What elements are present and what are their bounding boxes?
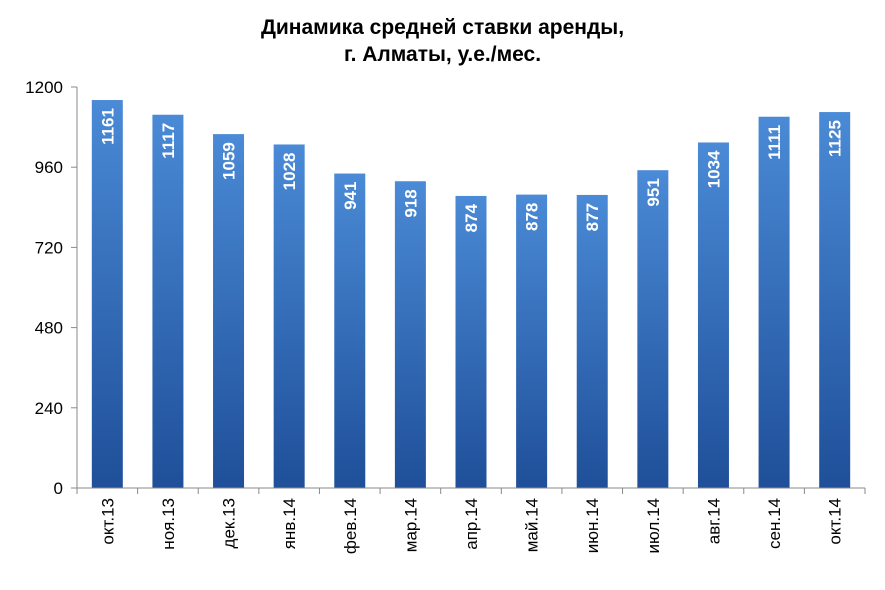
bar-data-label: 1059 bbox=[220, 142, 239, 180]
x-category-label: май.14 bbox=[523, 498, 542, 552]
bar-data-label: 1028 bbox=[280, 152, 299, 190]
x-category-label: июл.14 bbox=[644, 498, 663, 553]
x-category-label: авг.14 bbox=[704, 498, 723, 544]
chart-title: Динамика средней ставки аренды, г. Алмат… bbox=[0, 14, 885, 68]
bar bbox=[758, 116, 790, 488]
chart-title-line-2: г. Алматы, у.е./мес. bbox=[343, 43, 542, 66]
x-category-label: сен.14 bbox=[765, 498, 784, 549]
y-tick-label: 960 bbox=[35, 158, 63, 177]
bar bbox=[152, 114, 184, 488]
chart-title-line-1: Динамика средней ставки аренды, bbox=[260, 16, 625, 39]
x-category-label: мар.14 bbox=[401, 498, 420, 552]
bar bbox=[516, 194, 548, 488]
bar-data-label: 878 bbox=[523, 203, 542, 231]
y-tick-label: 1200 bbox=[25, 78, 63, 97]
x-category-label: апр.14 bbox=[462, 498, 481, 550]
bar-data-label: 1117 bbox=[159, 123, 178, 159]
bar bbox=[91, 100, 123, 488]
bar bbox=[455, 195, 487, 488]
bar-data-label: 877 bbox=[583, 203, 602, 231]
bar-data-label: 874 bbox=[462, 203, 481, 232]
x-category-label: янв.14 bbox=[280, 498, 299, 549]
bar-data-label: 1111 bbox=[765, 125, 784, 160]
bar-data-label: 1161 bbox=[98, 108, 117, 145]
bar bbox=[637, 170, 669, 488]
x-category-label: ноя.13 bbox=[159, 498, 178, 550]
bar-data-label: 951 bbox=[644, 178, 663, 206]
bar bbox=[819, 112, 851, 488]
bar-data-label: 918 bbox=[401, 189, 420, 217]
y-tick-label: 240 bbox=[35, 399, 63, 418]
y-tick-label: 480 bbox=[35, 319, 63, 338]
x-category-label: фев.14 bbox=[341, 498, 360, 554]
bar bbox=[576, 194, 608, 488]
x-category-label: окт.13 bbox=[98, 498, 117, 545]
x-category-label: окт.14 bbox=[826, 498, 845, 545]
bars: 1161 1117 1059 1028 941 918 874 878 877 951 1034 11… bbox=[91, 100, 851, 489]
bar-data-label: 941 bbox=[341, 182, 360, 210]
bar bbox=[394, 181, 426, 489]
y-tick-label: 0 bbox=[54, 479, 63, 498]
x-category-label: июн.14 bbox=[583, 498, 602, 553]
x-category-label: дек.13 bbox=[220, 498, 239, 548]
bar-data-label: 1125 bbox=[826, 120, 845, 157]
bar bbox=[273, 144, 305, 488]
bar bbox=[334, 173, 366, 488]
bar bbox=[697, 142, 729, 488]
y-axis: 0 240 480 720 960 1200 bbox=[25, 78, 78, 498]
bar-data-label: 1034 bbox=[704, 150, 723, 188]
x-axis: окт.13 ноя.13 дек.13 янв.14 фев.14 мар.14 апр.… bbox=[76, 487, 866, 554]
y-tick-label: 720 bbox=[35, 238, 63, 257]
bar bbox=[213, 134, 245, 488]
